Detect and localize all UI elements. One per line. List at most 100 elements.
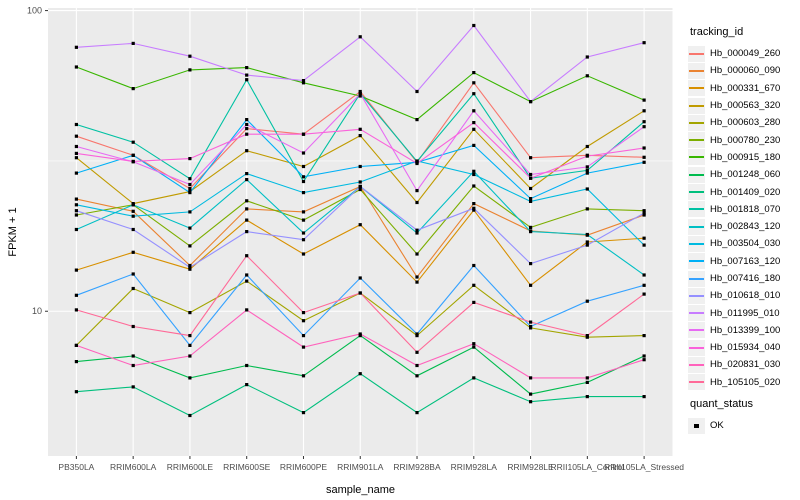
data-point — [74, 360, 78, 364]
legend-item-label: Hb_000563_320 — [710, 100, 781, 112]
data-point — [472, 169, 476, 173]
data-point — [245, 218, 249, 222]
data-point — [585, 240, 589, 244]
data-point — [585, 187, 589, 191]
data-point — [188, 226, 192, 230]
data-point — [245, 279, 249, 283]
data-point — [245, 273, 249, 277]
data-point — [472, 109, 476, 113]
legend-item-label: Hb_010618_010 — [710, 290, 781, 302]
data-point — [472, 71, 476, 75]
data-point — [529, 225, 533, 229]
data-point — [642, 283, 646, 287]
legend-key-line-icon — [688, 339, 705, 356]
data-point — [188, 54, 192, 58]
data-point — [188, 182, 192, 187]
x-tick-label: RRIM600LE — [167, 462, 214, 472]
data-point — [131, 354, 135, 358]
data-point — [245, 118, 249, 122]
data-point — [472, 283, 476, 287]
data-point — [472, 92, 476, 96]
data-point — [642, 125, 646, 129]
data-point — [642, 334, 646, 338]
data-point — [472, 184, 476, 188]
data-point — [188, 244, 192, 248]
legend-key-line-icon — [688, 132, 705, 149]
data-point — [472, 202, 476, 206]
data-point — [358, 184, 362, 189]
legend-item: Hb_011995_010 — [688, 304, 800, 322]
data-point — [245, 230, 249, 234]
y-tick-label: 100 — [27, 6, 42, 16]
data-point — [642, 211, 646, 215]
x-tick-label: RRIM928BA — [393, 462, 441, 472]
data-point — [642, 209, 646, 213]
x-tick-label: RRII105LA_Stressed — [604, 462, 684, 472]
legend-key-line-icon — [688, 97, 705, 114]
data-point — [642, 98, 646, 102]
legend-key-line-icon — [688, 305, 705, 322]
data-point — [188, 334, 192, 338]
data-point — [301, 210, 306, 214]
data-point — [245, 132, 249, 136]
legend-item-label: Hb_015934_040 — [710, 342, 781, 354]
data-point — [301, 252, 306, 256]
data-point — [585, 243, 589, 247]
data-point — [245, 149, 249, 153]
data-point — [74, 343, 78, 347]
legend-key-line-icon — [688, 235, 705, 252]
x-tick-label: RRII105LA_Control — [550, 462, 624, 472]
data-point — [529, 199, 533, 203]
data-point — [74, 390, 78, 394]
data-point — [472, 23, 476, 28]
data-point — [529, 283, 533, 287]
data-point — [74, 308, 78, 312]
data-point — [585, 171, 589, 175]
data-point — [415, 252, 419, 256]
legend-item: Hb_000563_320 — [688, 97, 800, 114]
data-point — [415, 231, 419, 235]
data-point — [642, 109, 646, 113]
legend-item-label: OK — [710, 420, 724, 432]
data-point — [415, 161, 419, 166]
data-point — [358, 223, 362, 227]
data-point — [188, 354, 192, 358]
data-point — [301, 79, 306, 83]
data-point — [74, 156, 78, 160]
y-tick-label: 10 — [32, 306, 42, 316]
legend-key-line-icon — [688, 270, 705, 287]
data-point — [415, 118, 419, 122]
data-point — [188, 210, 192, 214]
data-point — [585, 154, 589, 158]
data-point — [529, 230, 533, 234]
legend-item: Hb_000060_090 — [688, 62, 800, 79]
data-point — [642, 395, 646, 399]
data-point — [301, 191, 306, 195]
data-point — [585, 55, 589, 59]
data-point — [642, 213, 646, 217]
data-point — [245, 199, 249, 203]
x-tick-label: PB350LA — [58, 462, 94, 472]
data-point — [74, 213, 78, 217]
data-point — [245, 172, 249, 176]
data-point — [472, 208, 476, 212]
data-point — [131, 250, 135, 254]
data-point — [131, 214, 135, 218]
legend-item-label: Hb_013399_100 — [710, 324, 781, 336]
data-point — [358, 276, 362, 280]
data-point — [529, 172, 533, 177]
data-point — [585, 74, 589, 78]
data-point — [358, 127, 362, 131]
data-point — [642, 41, 646, 45]
data-point — [301, 345, 306, 349]
legend-key-line-icon — [688, 184, 705, 201]
legend-item: Hb_000915_180 — [688, 149, 800, 166]
legend-item-label: Hb_003504_030 — [710, 238, 781, 250]
data-point — [301, 179, 306, 184]
data-point — [358, 92, 362, 96]
legend-item: Hb_001818_070 — [688, 201, 800, 218]
x-tick-label: RRIM600LA — [110, 462, 157, 472]
data-point — [188, 157, 192, 161]
